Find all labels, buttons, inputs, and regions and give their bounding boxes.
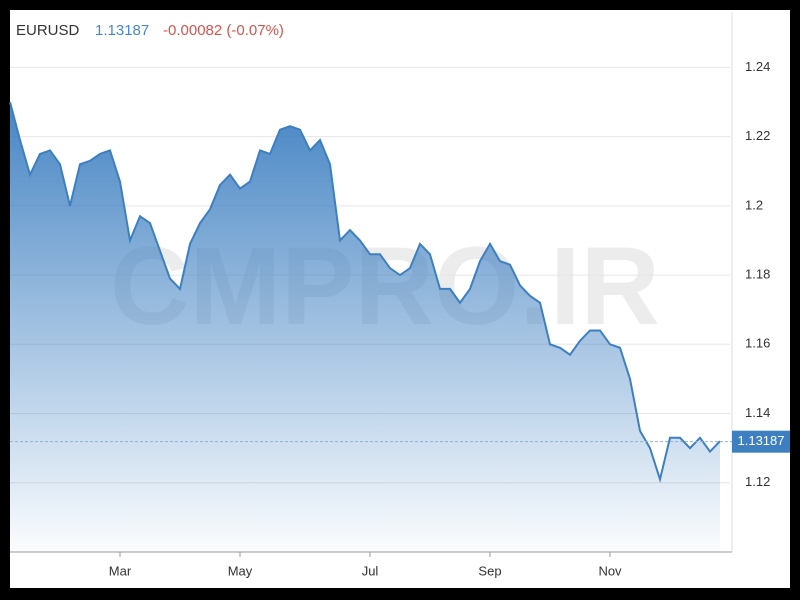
last-price-tag-label: 1.13187 <box>738 433 785 448</box>
y-tick-label: 1.2 <box>745 197 763 212</box>
x-tick-label: Nov <box>598 563 622 578</box>
y-tick-label: 1.12 <box>745 474 770 489</box>
y-tick-label: 1.14 <box>745 405 770 420</box>
y-tick-label: 1.18 <box>745 267 770 282</box>
last-price-tag <box>732 430 790 453</box>
x-tick-label: Mar <box>109 563 132 578</box>
y-tick-label: 1.16 <box>745 336 770 351</box>
y-tick-label: 1.22 <box>745 128 770 143</box>
y-tick-label: 1.24 <box>745 59 770 74</box>
line <box>9 101 721 484</box>
price-change: -0.00082 (-0.07%) <box>163 22 284 39</box>
area <box>10 102 720 552</box>
last-price: 1.13187 <box>95 22 149 39</box>
symbol: EURUSD <box>16 22 80 39</box>
x-tick-label: Sep <box>478 563 501 578</box>
x-tick-label: Jul <box>362 563 379 578</box>
x-tick-label: May <box>228 563 253 578</box>
